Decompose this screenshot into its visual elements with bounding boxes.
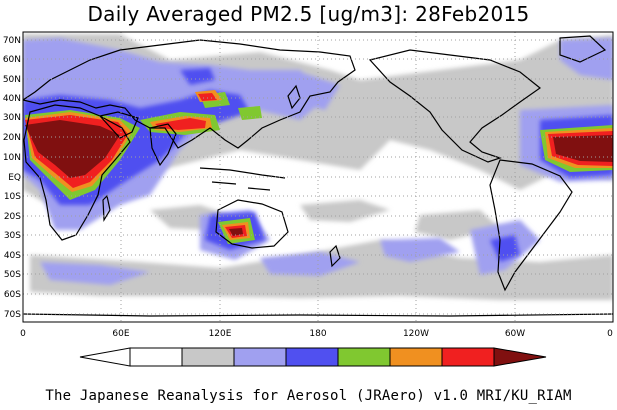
lat-label: 50S [4,270,21,280]
lat-label: 40S [4,251,21,261]
colorbar-segment [493,347,547,367]
lat-label: 50N [3,75,21,85]
pm25-map: 70N 60N 50N 40N 30N 20N 10N EQ 10S 20S 3… [3,31,614,367]
colorbar [79,347,547,367]
lat-label: 60S [4,290,21,300]
lon-label: 120W [403,329,429,339]
map-frame [22,31,614,323]
colorbar-segment [129,347,183,367]
colorbar-segment [79,347,131,367]
lon-label: 120E [209,329,232,339]
lon-label: 60E [112,329,129,339]
coastlines [23,35,613,317]
colorbar-segment [285,347,339,367]
lat-label: EQ [8,173,21,183]
lat-label: 70N [3,36,21,46]
gridlines [23,32,613,322]
lat-label: 10S [4,192,21,202]
lat-label: 20N [3,133,21,143]
lat-label: 70S [4,310,21,320]
lon-label: 0 [607,329,613,339]
lon-label: 180 [309,329,326,339]
lon-label: 60W [505,329,525,339]
colorbar-segment [233,347,287,367]
colorbar-segment [181,347,235,367]
lat-label: 40N [3,94,21,104]
lat-label: 30N [3,113,21,123]
colorbar-segment [441,347,495,367]
lat-label: 60N [3,55,21,65]
lat-label: 20S [4,212,21,222]
lat-label: 30S [4,231,21,241]
colorbar-segment [389,347,443,367]
lat-label: 10N [3,153,21,163]
map-title: Daily Averaged PM2.5 [ug/m3]: 28Feb2015 [87,2,530,26]
colorbar-segment [337,347,391,367]
data-source-credit: The Japanese Reanalysis for Aerosol (JRA… [45,388,572,404]
lon-label: 0 [20,329,26,339]
